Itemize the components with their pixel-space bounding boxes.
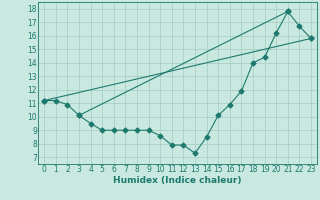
X-axis label: Humidex (Indice chaleur): Humidex (Indice chaleur)	[113, 176, 242, 185]
